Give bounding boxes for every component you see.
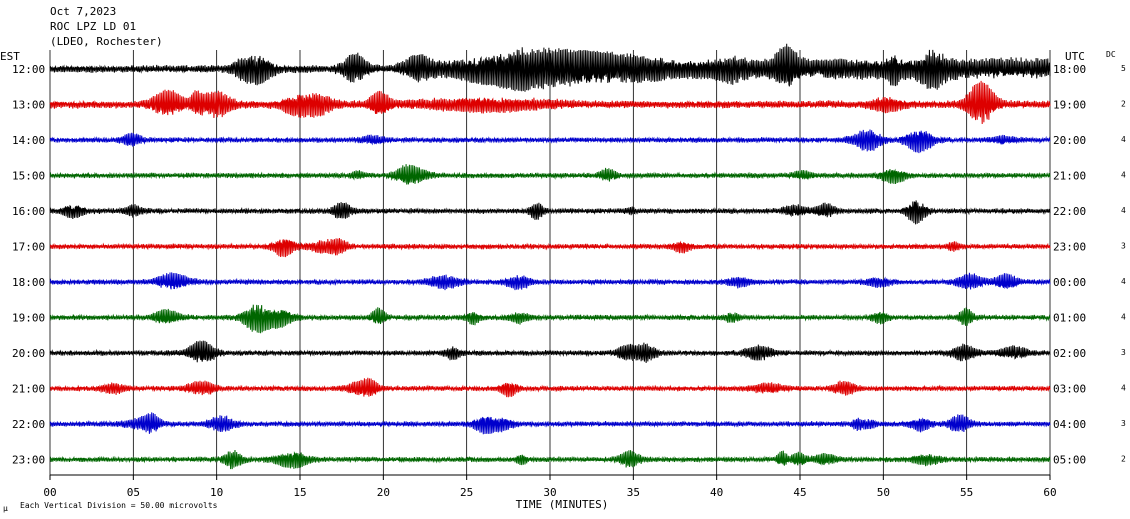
left-hour-label: 19:00 [12, 312, 45, 325]
x-tick-label: 60 [1043, 486, 1056, 499]
x-tick-label: 05 [127, 486, 140, 499]
right-hour-label: 18:00 [1053, 63, 1086, 76]
x-tick-label: 00 [43, 486, 56, 499]
dc-value: 2 [1121, 100, 1126, 109]
right-hour-label: 20:00 [1053, 134, 1086, 147]
x-tick-label: 45 [793, 486, 806, 499]
corner-mark: μ [3, 504, 8, 513]
left-hour-labels: 12:00 13:00 14:00 15:00 16:00 17:00 18:00 19:00… [12, 63, 45, 467]
right-hour-label: 04:00 [1053, 418, 1086, 431]
dc-value: 3 [1121, 419, 1126, 428]
left-hour-label: 23:00 [12, 454, 45, 467]
seismic-traces [49, 43, 1051, 470]
dc-value: 4 [1121, 135, 1126, 144]
dc-value: 5 [1121, 64, 1126, 73]
dc-value: 4 [1121, 171, 1126, 180]
trace-line [49, 129, 1051, 154]
x-tick-label: 55 [960, 486, 973, 499]
trace-line [49, 237, 1051, 258]
trace-line [49, 304, 1051, 334]
trace-line [50, 377, 1051, 398]
trace-line [49, 43, 1051, 92]
dc-value: 2 [1121, 455, 1126, 464]
header-date: Oct 7,2023 [50, 5, 116, 18]
left-hour-label: 21:00 [12, 383, 45, 396]
dc-value: 4 [1121, 313, 1126, 322]
dc-value: 3 [1121, 348, 1126, 357]
right-hour-label: 23:00 [1053, 241, 1086, 254]
right-hour-label: 22:00 [1053, 205, 1086, 218]
trace-line [49, 412, 1051, 435]
right-hour-label: 02:00 [1053, 347, 1086, 360]
trace-line [49, 340, 1051, 363]
x-axis-title: TIME (MINUTES) [516, 498, 609, 511]
right-hour-labels: 18:00 19:00 20:00 21:00 22:00 23:00 00:00 01:00… [1053, 63, 1086, 467]
x-tick-label: 40 [710, 486, 723, 499]
dc-value: 4 [1121, 206, 1126, 215]
header-station: ROC LPZ LD 01 [50, 20, 136, 33]
dc-value: 4 [1121, 277, 1126, 286]
dc-values: 5 2 4 4 4 3 4 4 3 4 3 2 [1121, 64, 1126, 464]
trace-line [49, 200, 1051, 225]
left-hour-label: 20:00 [12, 347, 45, 360]
left-hour-label: 18:00 [12, 276, 45, 289]
left-hour-label: 17:00 [12, 241, 45, 254]
left-hour-label: 16:00 [12, 205, 45, 218]
right-hour-label: 03:00 [1053, 383, 1086, 396]
trace-line [49, 80, 1051, 125]
x-axis-ticks: 00 05 10 15 20 25 30 35 40 45 50 55 60 [43, 475, 1057, 499]
dc-value: 4 [1121, 384, 1126, 393]
right-zone-label: UTC [1065, 50, 1085, 63]
scale-note: Each Vertical Division = 50.00 microvolt… [20, 501, 218, 510]
right-hour-label: 05:00 [1053, 454, 1086, 467]
x-tick-label: 10 [210, 486, 223, 499]
header-network: (LDEO, Rochester) [50, 35, 163, 48]
right-hour-label: 21:00 [1053, 170, 1086, 183]
vertical-grid [49, 50, 1051, 475]
left-hour-label: 15:00 [12, 170, 45, 183]
trace-line [49, 272, 1051, 291]
x-tick-label: 20 [377, 486, 390, 499]
dc-value: 3 [1121, 242, 1126, 251]
dc-label: DC [1106, 50, 1116, 59]
x-tick-label: 50 [877, 486, 890, 499]
left-hour-label: 22:00 [12, 418, 45, 431]
left-hour-label: 14:00 [12, 134, 45, 147]
x-tick-label: 30 [543, 486, 556, 499]
right-hour-label: 01:00 [1053, 312, 1086, 325]
trace-line [49, 449, 1051, 470]
left-hour-label: 13:00 [12, 99, 45, 112]
trace-line [49, 164, 1051, 185]
right-hour-label: 19:00 [1053, 99, 1086, 112]
right-hour-label: 00:00 [1053, 276, 1086, 289]
x-tick-label: 15 [293, 486, 306, 499]
x-tick-label: 25 [460, 486, 473, 499]
x-tick-label: 35 [627, 486, 640, 499]
left-hour-label: 12:00 [12, 63, 45, 76]
left-zone-label: EST [0, 50, 20, 63]
